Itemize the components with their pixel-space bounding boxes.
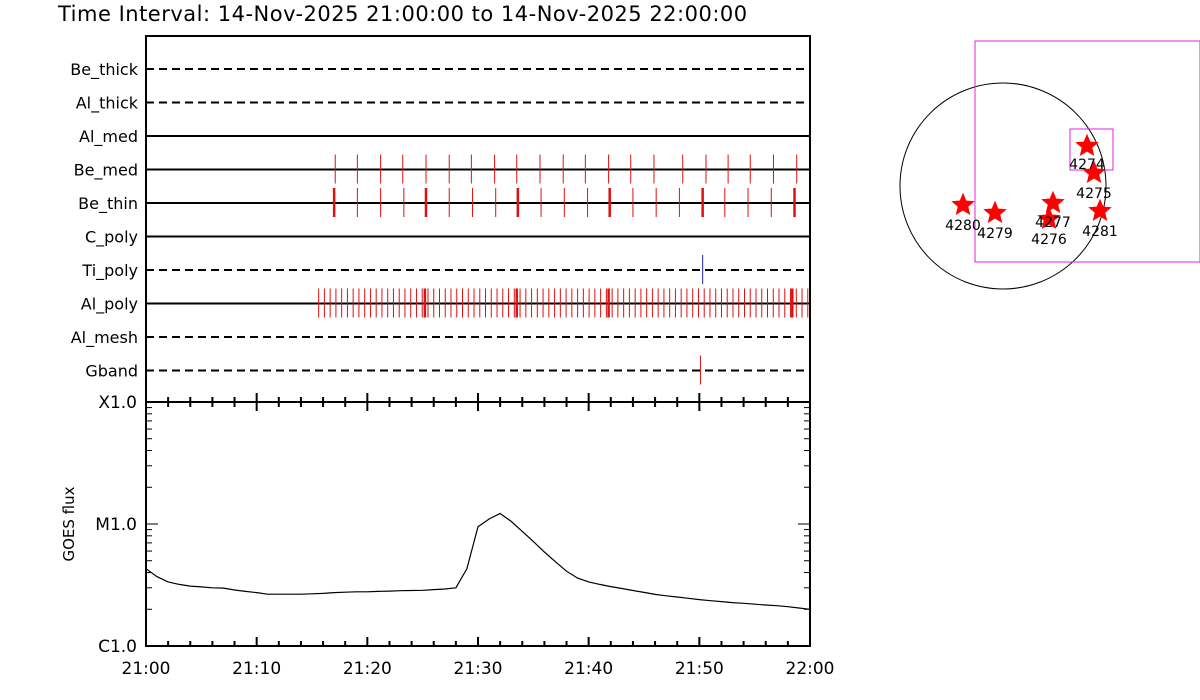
field-of-view-box (974, 40, 1200, 263)
filter-label-al_mesh: Al_mesh (71, 328, 138, 348)
filter-label-al_poly: Al_poly (81, 295, 138, 315)
x-tick-label: 21:40 (564, 659, 613, 679)
filter-label-al_med: Al_med (79, 127, 138, 147)
active-region-label: 4275 (1076, 186, 1112, 202)
active-region-label: 4276 (1031, 232, 1067, 248)
filter-label-al_thick: Al_thick (76, 94, 139, 114)
filter-label-c_poly: C_poly (85, 228, 138, 248)
active-region-star (951, 192, 975, 215)
active-region-star (1088, 198, 1112, 221)
active-region-label: 4277 (1035, 215, 1071, 231)
filter-label-be_med: Be_med (74, 161, 138, 181)
y-tick-label: C1.0 (98, 637, 137, 657)
x-tick-label: 21:50 (675, 659, 724, 679)
filter-label-be_thin: Be_thin (78, 194, 138, 214)
goes-flux-line (145, 512, 811, 610)
active-region-label: 4280 (945, 218, 981, 234)
x-tick-label: 21:00 (122, 659, 171, 679)
solar-limb (899, 82, 1107, 290)
x-tick-label: 21:10 (232, 659, 281, 679)
filter-label-gband: Gband (85, 362, 138, 381)
active-region-label: 4281 (1082, 224, 1118, 240)
active-region-star (1037, 206, 1061, 229)
y-tick-label: X1.0 (98, 393, 137, 413)
filter-timeline-panel: Be_thick Al_thick Al_med Be_med Be_thin C_pol… (70, 35, 811, 403)
x-tick-label: 22:00 (786, 659, 835, 679)
x-tick-label: 21:30 (454, 659, 503, 679)
active-region-star (1075, 133, 1099, 156)
active-region-star (1082, 160, 1106, 183)
timeline-frame (145, 35, 811, 403)
time-interval-title: Time Interval: 14-Nov-2025 21:00:00 to 1… (58, 2, 748, 26)
y-tick-label: M1.0 (95, 515, 137, 535)
goes-frame (145, 401, 811, 647)
x-tick-label: 21:20 (343, 659, 392, 679)
goes-flux-panel: 21:00 21:10 21:20 21:30 21:40 21:50 22:00 C1.0 M… (60, 393, 835, 679)
active-region-star (983, 200, 1007, 223)
filter-label-be_thick: Be_thick (70, 60, 138, 80)
active-region-star (1041, 190, 1065, 213)
y-axis-label: GOES flux (60, 486, 78, 561)
active-region-label: 4279 (977, 226, 1013, 242)
filter-label-ti_poly: Ti_poly (81, 261, 138, 281)
